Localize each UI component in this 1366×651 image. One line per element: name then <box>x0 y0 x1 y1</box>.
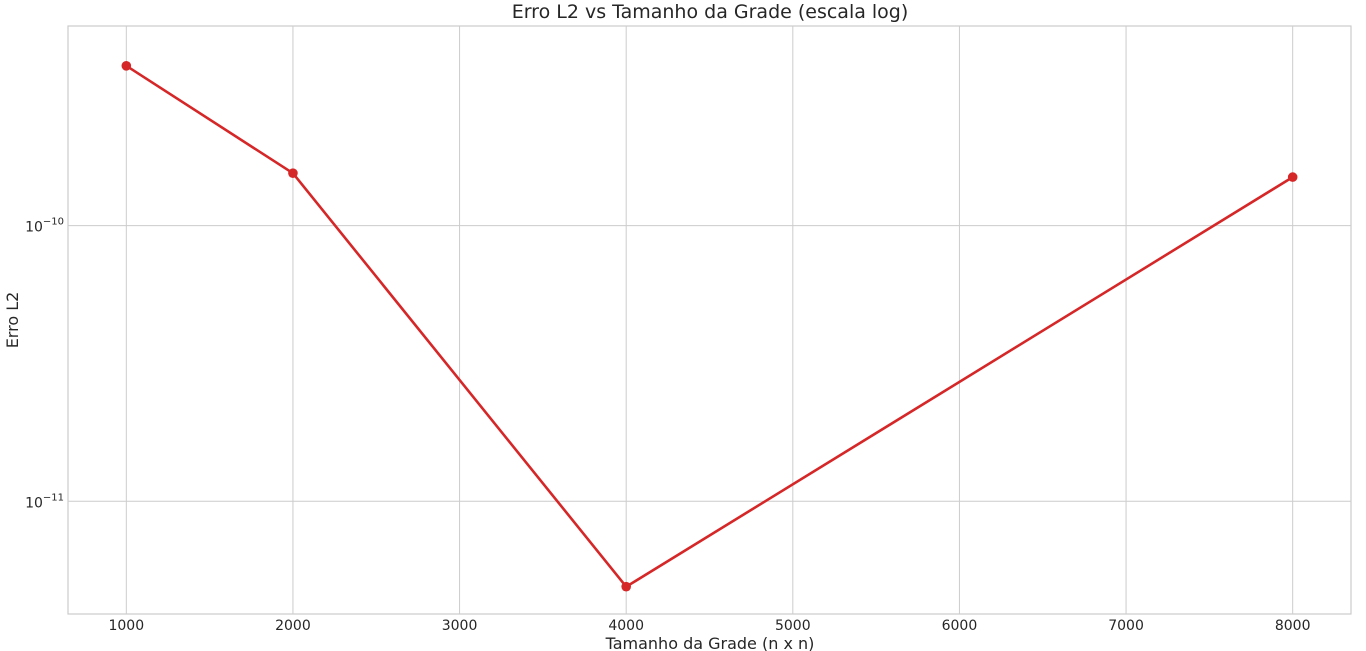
data-point <box>288 168 298 178</box>
x-tick-label: 5000 <box>775 618 811 634</box>
y-axis-label: Erro L2 <box>3 292 22 349</box>
x-axis-label: Tamanho da Grade (n x n) <box>605 634 815 651</box>
x-tick-label: 4000 <box>608 618 644 634</box>
plot-frame <box>67 25 1352 615</box>
y-tick-exponent: −10 <box>43 217 64 228</box>
grid-layer <box>68 26 1351 614</box>
data-point <box>621 581 631 592</box>
y-tick-exponent: −11 <box>43 492 64 503</box>
data-point <box>1287 172 1298 182</box>
y-tick-base: 10 <box>25 220 43 236</box>
y-tick-base: 10 <box>25 495 43 511</box>
x-tick-label: 6000 <box>942 618 978 634</box>
x-tick-label: 2000 <box>275 618 311 634</box>
x-tick-label: 1000 <box>108 618 144 634</box>
series-layer <box>121 61 1298 592</box>
y-tick-label: 10−11 <box>25 492 64 511</box>
x-tick-label: 3000 <box>442 618 478 634</box>
x-tick-label: 8000 <box>1275 618 1311 634</box>
y-tick-label: 10−10 <box>25 217 64 236</box>
x-tick-labels: 1000 2000 3000 4000 5000 6000 7000 8000 <box>108 618 1310 634</box>
chart-title: Erro L2 vs Tamanho da Grade (escala log) <box>512 1 909 23</box>
x-tick-label: 7000 <box>1108 618 1144 634</box>
data-point <box>121 61 132 71</box>
series-line <box>125 64 1294 589</box>
